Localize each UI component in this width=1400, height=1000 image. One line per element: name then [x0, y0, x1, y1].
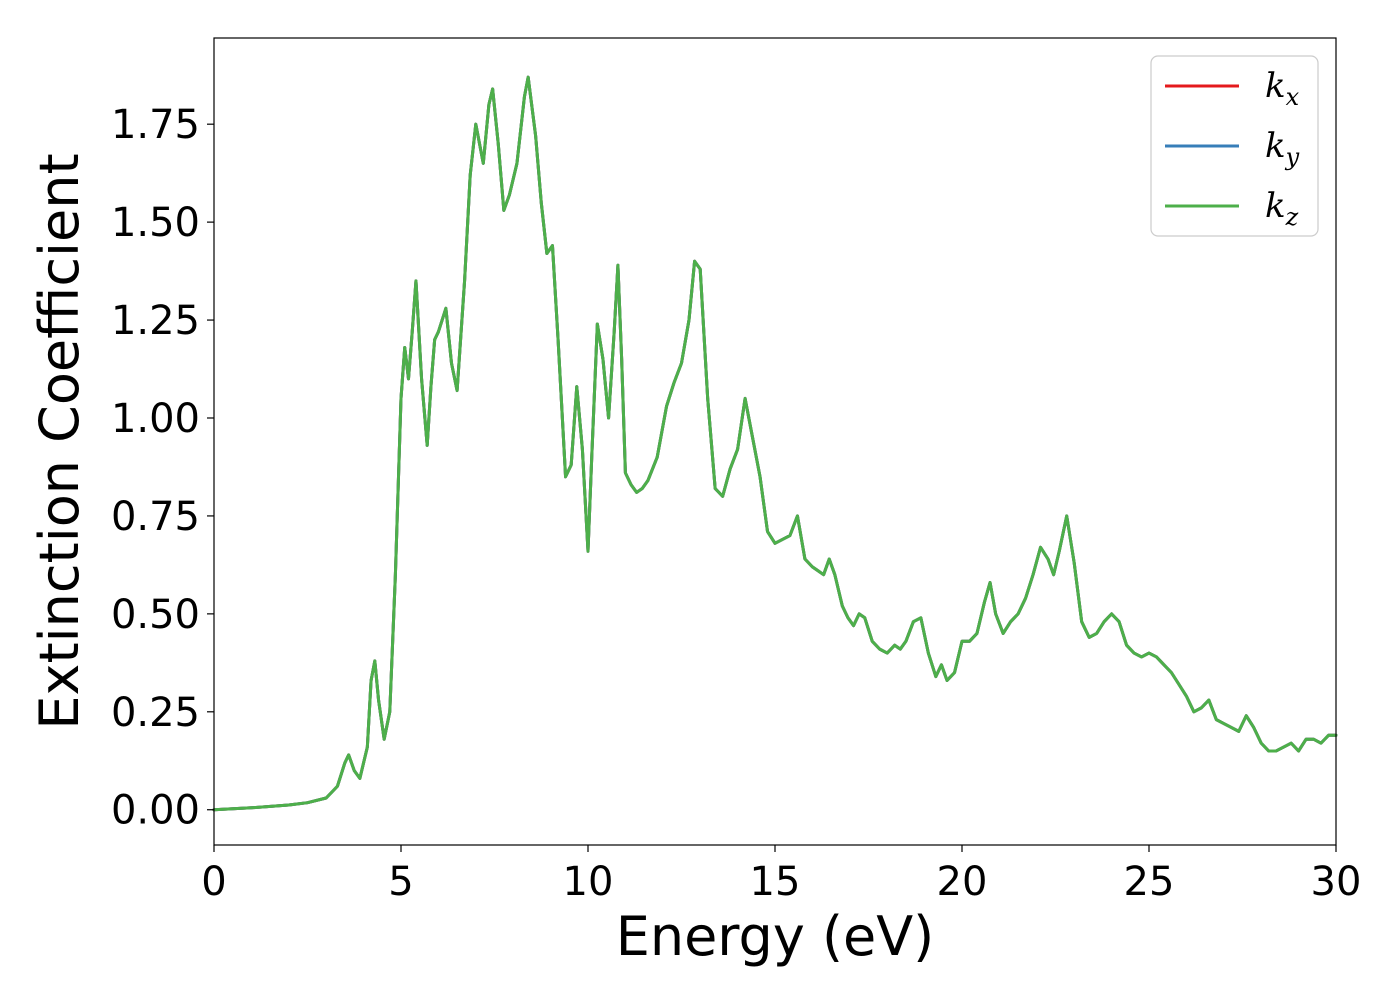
y-tick-label: 0.75 — [111, 494, 200, 540]
y-tick-label: 1.00 — [111, 396, 200, 442]
series-line-z — [212, 75, 1338, 812]
x-tick-label: 15 — [750, 859, 801, 905]
y-axis-label: Extinction Coefficient — [28, 153, 91, 729]
legend-label-x: kx — [1265, 66, 1300, 111]
x-axis: 0 5 10 15 20 25 30 — [201, 845, 1361, 905]
series-layer — [212, 75, 1338, 812]
x-tick-label: 30 — [1311, 859, 1362, 905]
y-tick-label: 1.75 — [111, 102, 200, 148]
x-tick-label: 10 — [563, 859, 614, 905]
x-axis-label: Energy (eV) — [616, 905, 935, 968]
y-axis: 0.00 0.25 0.50 0.75 1.00 1.25 1.50 1.75 — [111, 102, 214, 834]
x-tick-label: 5 — [388, 859, 413, 905]
legend-label-z: kz — [1265, 186, 1299, 231]
y-tick-label: 0.25 — [111, 690, 200, 736]
y-tick-label: 0.50 — [111, 592, 200, 638]
x-tick-label: 25 — [1124, 859, 1175, 905]
x-tick-label: 20 — [937, 859, 988, 905]
legend: kx ky kz — [1150, 55, 1319, 237]
y-tick-label: 0.00 — [111, 788, 200, 834]
y-tick-label: 1.50 — [111, 200, 200, 246]
legend-label-y: ky — [1265, 126, 1300, 171]
x-tick-label: 0 — [201, 859, 226, 905]
y-tick-label: 1.25 — [111, 298, 200, 344]
